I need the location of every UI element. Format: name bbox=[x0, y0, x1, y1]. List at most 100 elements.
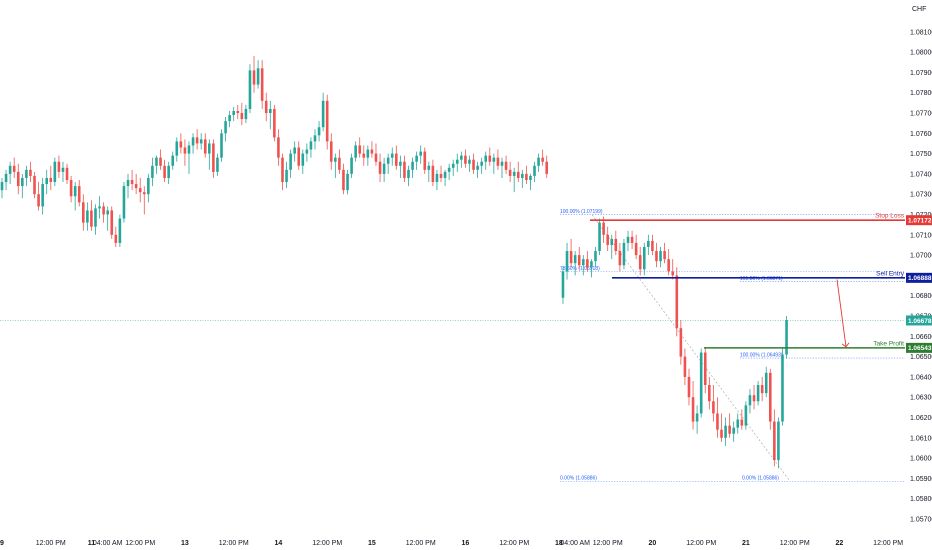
candle-body bbox=[419, 151, 422, 156]
candle-body bbox=[703, 352, 707, 386]
candle bbox=[594, 246, 597, 268]
y-tick-label: 1.07100 bbox=[910, 232, 932, 239]
candle bbox=[573, 251, 577, 276]
candle bbox=[703, 348, 707, 394]
candle-body bbox=[598, 222, 601, 252]
candle-body bbox=[618, 251, 622, 266]
candle-body bbox=[773, 421, 776, 461]
candle bbox=[134, 173, 138, 195]
candle bbox=[740, 409, 744, 430]
price-tag bbox=[906, 215, 932, 226]
candle bbox=[748, 389, 752, 414]
candle bbox=[110, 206, 114, 239]
candle bbox=[537, 153, 540, 172]
candle bbox=[244, 104, 248, 124]
candle bbox=[691, 380, 695, 430]
candle bbox=[45, 169, 49, 195]
y-tick-label: 1.07700 bbox=[910, 111, 932, 118]
x-tick-label: 18 bbox=[555, 540, 563, 547]
candle-body bbox=[236, 110, 240, 113]
candle bbox=[386, 153, 390, 174]
candle-body bbox=[760, 385, 764, 394]
candle bbox=[212, 139, 215, 178]
candle-body bbox=[573, 255, 577, 264]
candle bbox=[354, 141, 357, 162]
candle bbox=[281, 153, 284, 191]
candle-body bbox=[764, 372, 768, 394]
candle bbox=[175, 137, 179, 162]
candle-body bbox=[455, 159, 459, 164]
candle-layer bbox=[0, 56, 788, 469]
candle-body bbox=[199, 139, 203, 144]
candle-body bbox=[545, 161, 549, 174]
candle-body bbox=[748, 395, 752, 406]
candle bbox=[362, 145, 366, 166]
candle-body bbox=[460, 155, 463, 160]
candle bbox=[126, 173, 130, 199]
candle bbox=[94, 204, 97, 235]
candle-body bbox=[634, 242, 638, 256]
candle-body bbox=[630, 236, 634, 243]
x-tick-label: 9 bbox=[0, 540, 4, 547]
candle-body bbox=[277, 137, 280, 158]
candle bbox=[183, 139, 187, 166]
candle-body bbox=[390, 153, 394, 158]
candle-body bbox=[366, 149, 370, 158]
y-tick-label: 1.07400 bbox=[910, 171, 932, 178]
x-tick-label: 12:00 PM bbox=[593, 540, 623, 547]
y-tick-label: 1.05700 bbox=[910, 517, 932, 524]
candle bbox=[708, 376, 711, 410]
x-tick-label: 13 bbox=[181, 540, 189, 547]
candle bbox=[545, 155, 549, 178]
candle bbox=[443, 169, 447, 187]
candle-body bbox=[472, 159, 475, 170]
candle-body bbox=[313, 135, 317, 142]
candle bbox=[98, 196, 101, 219]
candle-body bbox=[317, 127, 321, 136]
candle bbox=[427, 161, 431, 183]
candle-body bbox=[134, 184, 138, 189]
candle-body bbox=[581, 259, 585, 266]
candle bbox=[77, 179, 81, 207]
candle-body bbox=[106, 210, 109, 215]
candle-body bbox=[16, 171, 20, 187]
candle bbox=[342, 163, 345, 195]
candle-body bbox=[8, 165, 12, 174]
candle-body bbox=[736, 419, 740, 428]
candle bbox=[447, 163, 451, 180]
candle bbox=[86, 202, 89, 231]
candle-body bbox=[273, 108, 276, 138]
candle bbox=[114, 226, 118, 247]
candle bbox=[277, 129, 280, 166]
candle-body bbox=[610, 238, 614, 245]
y-tick-label: 1.05900 bbox=[910, 476, 932, 483]
candle bbox=[716, 397, 719, 438]
candle bbox=[224, 117, 227, 142]
candle bbox=[736, 413, 740, 434]
candle bbox=[464, 149, 467, 168]
candle bbox=[651, 234, 654, 256]
candle bbox=[431, 159, 435, 187]
candle bbox=[492, 153, 496, 174]
candle-body bbox=[155, 157, 158, 166]
candle bbox=[687, 368, 691, 406]
candle-body bbox=[179, 141, 183, 148]
candle bbox=[334, 153, 337, 178]
x-tick-label: 11 bbox=[88, 540, 96, 547]
candle-body bbox=[732, 427, 735, 434]
fib-label: 100.00% (1.06493) bbox=[740, 353, 783, 359]
candle-body bbox=[399, 161, 402, 166]
candle-body bbox=[159, 157, 162, 166]
candle-body bbox=[77, 186, 81, 203]
candle-body bbox=[338, 157, 341, 170]
x-tick-label: 20 bbox=[649, 540, 657, 547]
candle bbox=[773, 409, 776, 467]
candle-body bbox=[504, 161, 508, 170]
x-tick-label: 14 bbox=[275, 540, 283, 547]
candle-body bbox=[301, 153, 305, 166]
candle-body bbox=[488, 155, 492, 162]
candle-body bbox=[212, 143, 215, 172]
candle bbox=[49, 165, 53, 191]
candle bbox=[606, 226, 609, 252]
